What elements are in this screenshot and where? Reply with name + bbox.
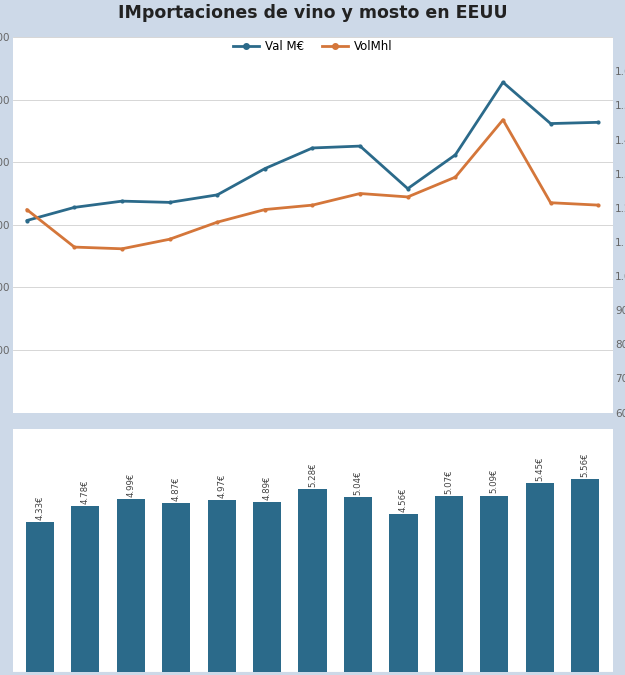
Text: 4.78€: 4.78€	[81, 479, 90, 504]
Text: 5.09€: 5.09€	[490, 469, 499, 493]
Text: 4.33€: 4.33€	[35, 495, 44, 520]
Text: 4.97€: 4.97€	[217, 473, 226, 497]
Bar	[526, 483, 554, 672]
Bar	[71, 506, 99, 672]
Bar	[298, 489, 327, 672]
Bar	[480, 495, 508, 672]
Text: IMportaciones de vino y mosto en EEUU: IMportaciones de vino y mosto en EEUU	[118, 3, 508, 22]
Bar	[162, 503, 190, 672]
Bar	[253, 502, 281, 672]
Bar	[435, 496, 463, 672]
Bar	[389, 514, 418, 672]
Bar	[26, 522, 54, 672]
Bar	[208, 500, 236, 672]
Text: 5.04€: 5.04€	[354, 470, 362, 495]
Text: 5.07€: 5.07€	[444, 470, 453, 494]
Text: 5.45€: 5.45€	[535, 456, 544, 481]
Text: 4.87€: 4.87€	[172, 477, 181, 501]
Legend: Val M€, VolMhl: Val M€, VolMhl	[228, 36, 397, 58]
Text: 5.56€: 5.56€	[581, 453, 590, 477]
Text: 4.56€: 4.56€	[399, 487, 408, 512]
Text: 4.99€: 4.99€	[126, 472, 135, 497]
Text: 5.28€: 5.28€	[308, 462, 317, 487]
Bar	[117, 499, 145, 672]
Text: 4.89€: 4.89€	[262, 476, 271, 500]
Bar	[344, 497, 372, 672]
Bar	[571, 479, 599, 672]
